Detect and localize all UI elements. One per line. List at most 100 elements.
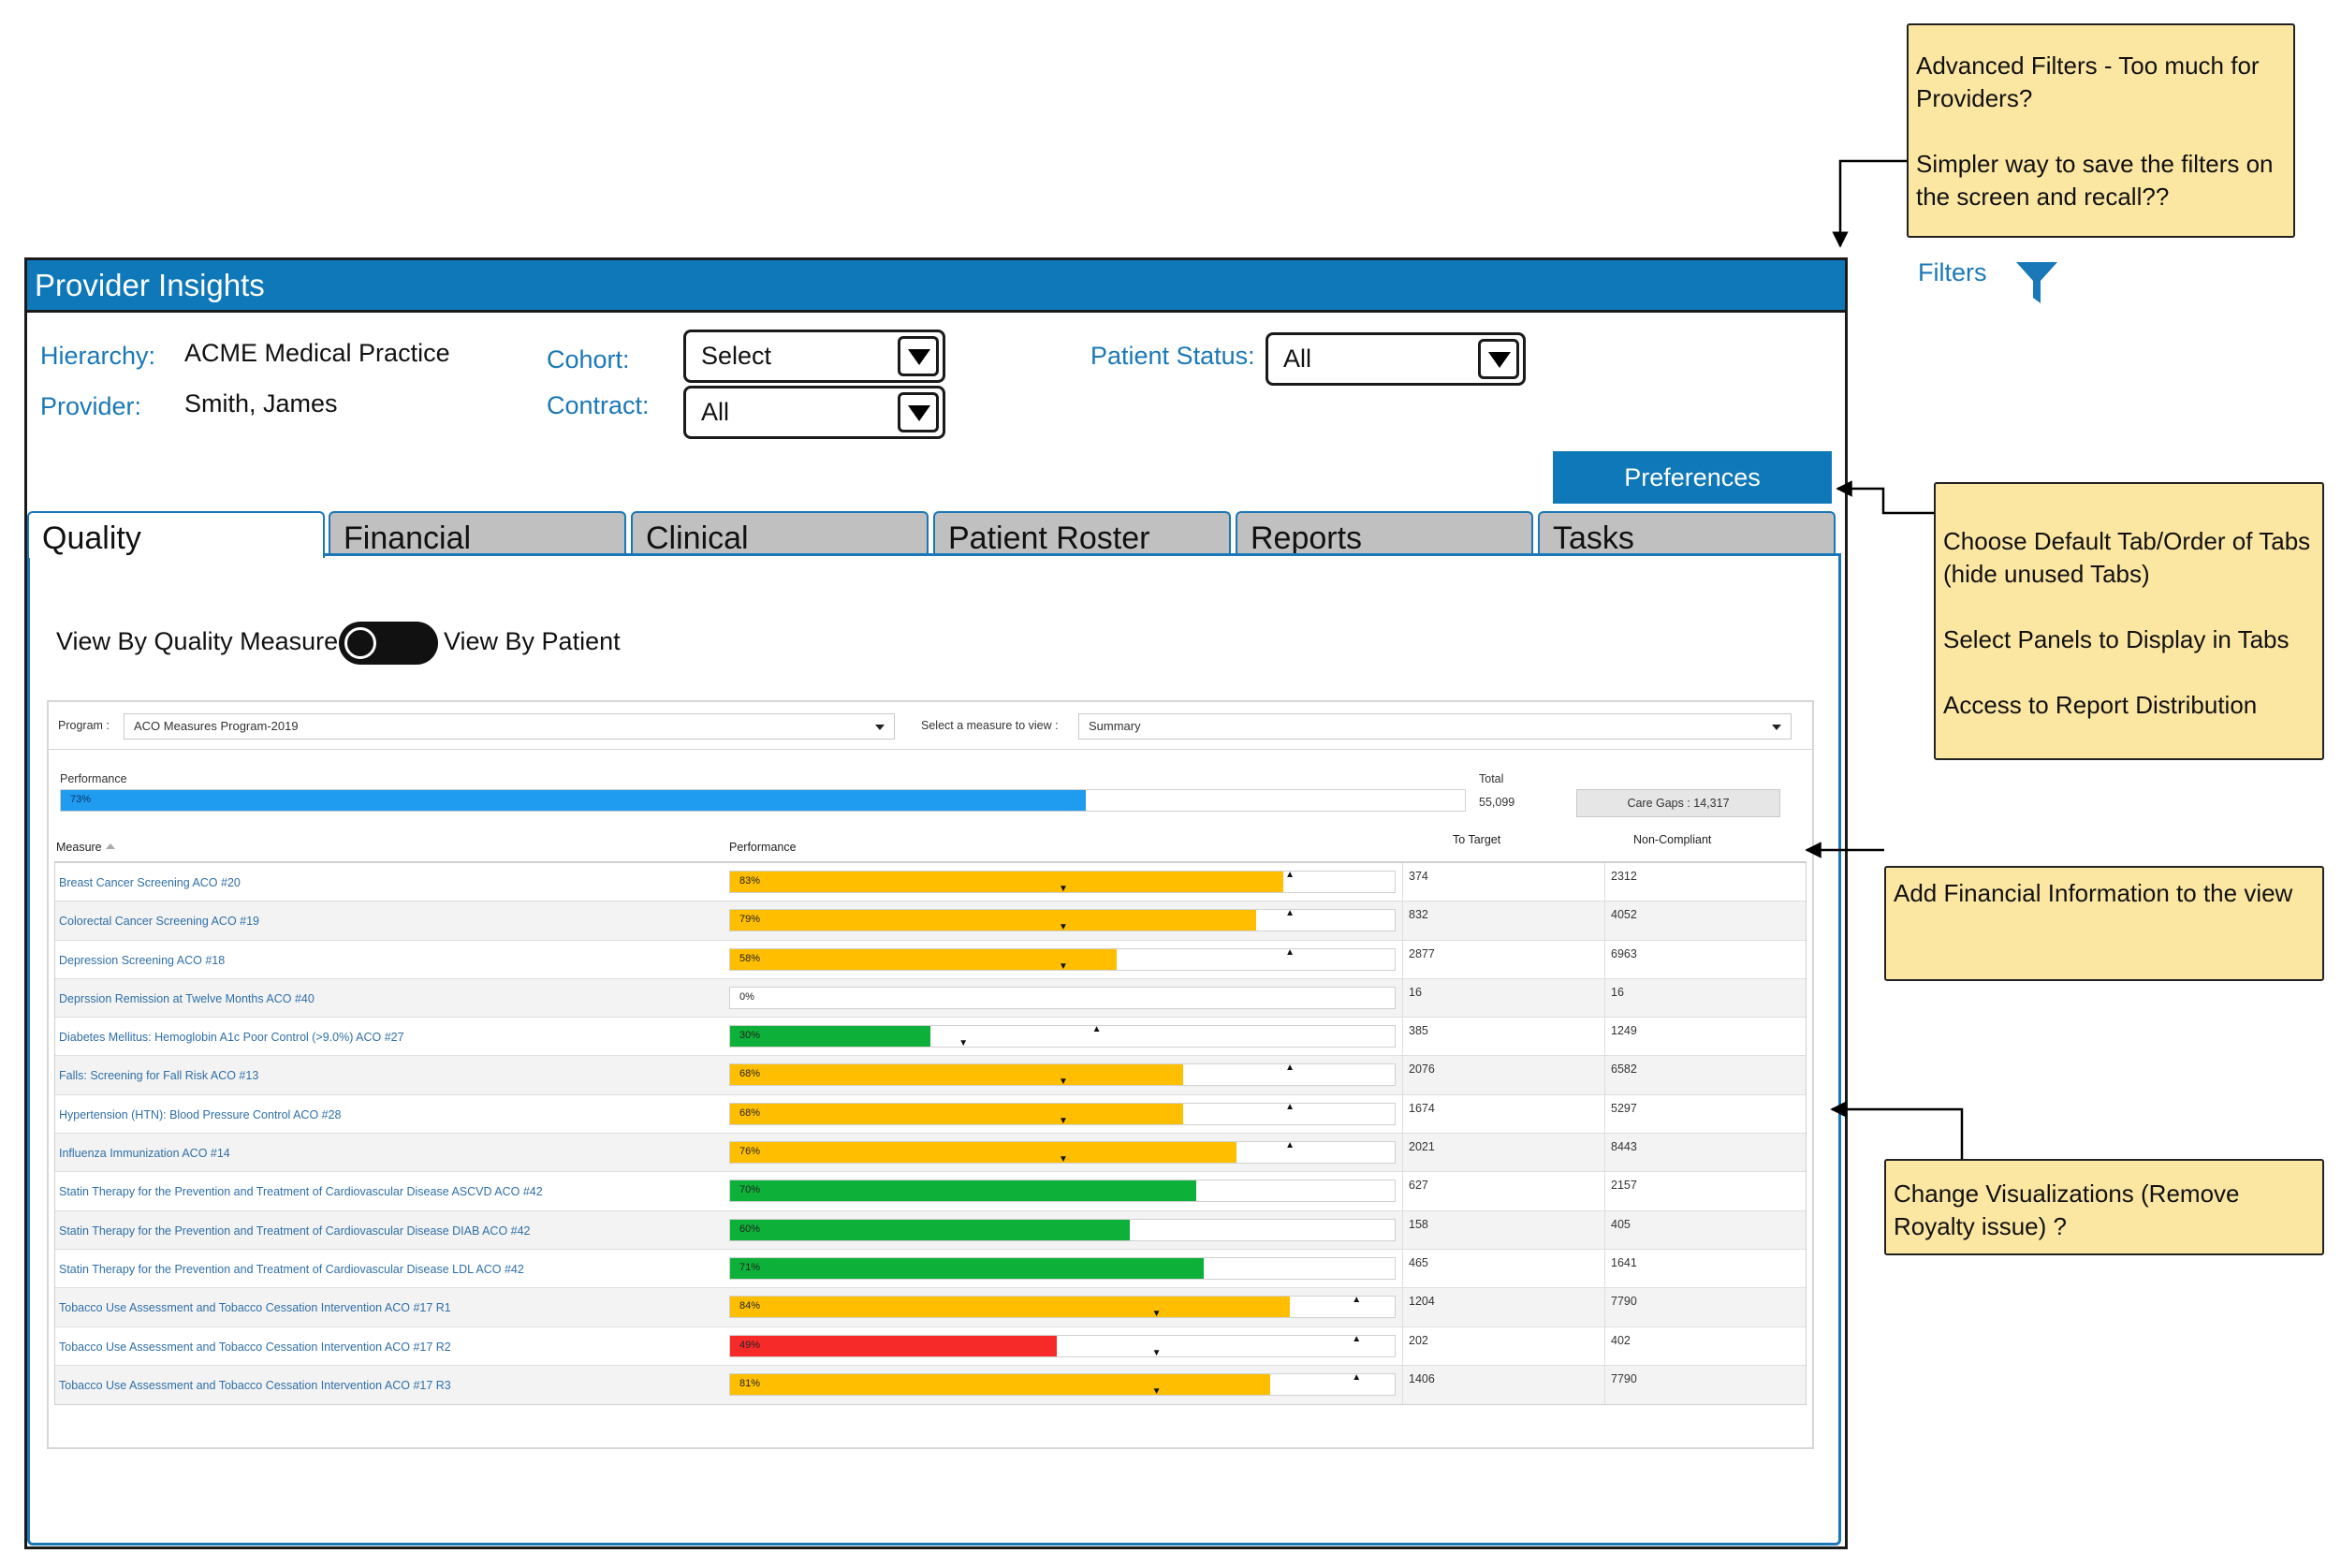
note-line: (hide unused Tabs) [1943,560,2150,588]
contract-select-value: All [701,398,730,426]
column-divider [1402,940,1403,978]
note-line: Simpler way to save the filters on [1916,150,2274,178]
column-divider [1604,1249,1605,1288]
measure-column-header[interactable]: Measure [56,841,115,854]
performance-bar: 83% ▲ ▼ [729,871,1396,894]
measure-link[interactable]: Colorectal Cancer Screening ACO #19 [59,915,260,929]
note-line: the screen and recall?? [1916,183,2170,211]
performance-bar: 58% ▲ ▼ [729,947,1396,972]
to-target-cell: 1674 [1409,1101,1435,1115]
benchmark-marker-icon: ▼ [1059,960,1068,972]
table-row: Influenza Immunization ACO #14 76% ▲ ▼ 2021 8… [55,1134,1806,1173]
tab-tasks[interactable]: Tasks [1538,511,1836,555]
performance-bar: 71% [729,1256,1396,1280]
patient-status-select-value: All [1283,344,1312,373]
column-divider [1604,1288,1605,1326]
performance-value: 70% [739,1184,761,1196]
performance-value: 79% [739,914,761,926]
performance-value: 30% [739,1030,761,1042]
note-line: Providers? [1916,84,2033,112]
tab-financial[interactable]: Financial [329,511,626,555]
note-line: Advanced Filters - Too much for [1916,51,2260,80]
table-row: Statin Therapy for the Prevention and Tr… [55,1210,1806,1250]
measure-link[interactable]: Statin Therapy for the Prevention and Tr… [59,1262,524,1276]
measure-link[interactable]: Breast Cancer Screening ACO #20 [59,876,241,889]
view-by-patient-label: View By Patient [444,627,621,655]
measure-select[interactable]: Summary [1078,713,1792,740]
performance-column-header: Performance [729,841,797,854]
toggle-knob[interactable] [344,627,376,659]
table-row: Statin Therapy for the Prevention and Tr… [55,1172,1806,1211]
performance-fill: 84% [730,1297,1291,1318]
funnel-icon[interactable] [2014,260,2059,305]
tab-quality[interactable]: Quality [27,511,325,558]
column-divider [1402,1172,1403,1210]
performance-fill: 68% [730,1103,1184,1124]
non-compliant-cell: 7790 [1611,1295,1637,1309]
overall-performance-bar: 73% [60,789,1466,812]
to-target-column-header: To Target [1453,833,1501,846]
performance-bar: 68% ▲ ▼ [729,1101,1396,1126]
measure-link[interactable]: Statin Therapy for the Prevention and Tr… [59,1185,543,1199]
measure-link[interactable]: Influenza Immunization ACO #14 [59,1147,230,1161]
note-line: Change Visualizations (Remove [1894,1180,2240,1208]
arrow-filters-note [1832,159,1907,248]
hierarchy-label: Hierarchy: [40,342,156,370]
measure-link[interactable]: Tobacco Use Assessment and Tobacco Cessa… [59,1301,451,1315]
measure-link[interactable]: Falls: Screening for Fall Risk ACO #13 [59,1069,259,1083]
tab-patient-roster[interactable]: Patient Roster [933,511,1231,555]
to-target-cell: 1406 [1409,1371,1435,1385]
hierarchy-value: ACME Medical Practice [184,339,450,367]
performance-value: 0% [739,990,754,1003]
target-marker-icon: ▲ [1285,1101,1295,1112]
benchmark-marker-icon: ▼ [1151,1385,1162,1397]
provider-label: Provider: [40,392,142,420]
cohort-label: Cohort: [547,345,630,374]
performance-bar: 68% ▲ ▼ [729,1063,1396,1087]
measure-column-label: Measure [56,841,102,854]
column-divider [1604,1134,1605,1172]
performance-fill: 81% [730,1373,1270,1395]
patient-status-select[interactable]: All [1266,332,1526,386]
tab-reports[interactable]: Reports [1236,511,1533,555]
performance-summary-label: Performance [60,772,127,785]
column-divider [1402,863,1403,901]
filters-link[interactable]: Filters [1918,258,1987,286]
benchmark-marker-icon: ▼ [1059,1115,1068,1126]
measure-link[interactable]: Depression Screening ACO #18 [59,953,226,967]
measure-link[interactable]: Deprssion Remission at Twelve Months ACO… [59,991,315,1005]
table-row: Tobacco Use Assessment and Tobacco Cessa… [55,1365,1806,1405]
sort-asc-icon[interactable] [105,843,115,849]
column-divider [1604,940,1605,978]
table-row: Tobacco Use Assessment and Tobacco Cessa… [55,1326,1806,1366]
measure-select-label: Select a measure to view : [921,719,1059,732]
chevron-down-icon[interactable] [1478,339,1519,379]
note-preferences: Choose Default Tab/Order of Tabs (hide u… [1934,482,2324,760]
chevron-down-icon[interactable] [898,336,939,376]
measure-link[interactable]: Statin Therapy for the Prevention and Tr… [59,1224,531,1238]
note-financial-info: Add Financial Information to the view [1884,866,2324,981]
column-divider [1402,1249,1403,1288]
chevron-down-icon[interactable] [898,392,939,432]
benchmark-marker-icon: ▼ [1059,922,1068,933]
measure-link[interactable]: Tobacco Use Assessment and Tobacco Cessa… [59,1340,451,1354]
measure-link[interactable]: Tobacco Use Assessment and Tobacco Cessa… [59,1378,451,1392]
measure-link[interactable]: Hypertension (HTN): Blood Pressure Contr… [59,1107,342,1121]
target-marker-icon: ▲ [1285,908,1295,919]
table-row: Falls: Screening for Fall Risk ACO #13 68… [55,1056,1806,1095]
performance-bar: 76% ▲ ▼ [729,1141,1396,1165]
tab-clinical[interactable]: Clinical [631,511,929,555]
to-target-cell: 2877 [1409,946,1435,960]
contract-select[interactable]: All [683,386,945,439]
measure-link[interactable]: Diabetes Mellitus: Hemoglobin A1c Poor C… [59,1031,404,1045]
column-divider [1402,978,1403,1018]
column-divider [1402,1018,1403,1056]
table-row: Statin Therapy for the Prevention and Tr… [55,1249,1806,1289]
view-toggle-switch[interactable] [339,622,438,665]
program-select[interactable]: ACO Measures Program-2019 [124,713,895,740]
performance-value: 83% [739,875,761,887]
preferences-button[interactable]: Preferences [1553,451,1832,504]
performance-bar: 0% [729,986,1396,1009]
cohort-select[interactable]: Select [683,330,945,383]
